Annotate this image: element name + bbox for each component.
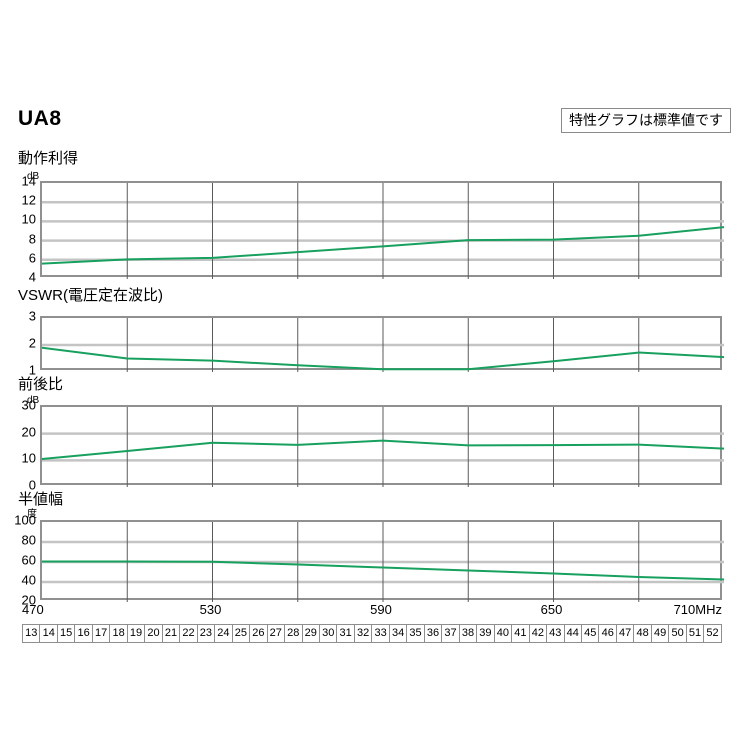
y-unit-label-half-power-beamwidth: 度: [27, 509, 37, 520]
y-tick-label: 0: [28, 477, 36, 493]
y-axis-tick-labels-front-to-back-ratio: 0 10 20 30: [6, 399, 36, 492]
y-tick-label: 100: [14, 512, 36, 528]
channel-cell: 36: [424, 625, 443, 642]
channel-cell: 33: [372, 625, 390, 642]
plot-area-vswr: [40, 316, 724, 372]
y-tick-label: 2: [28, 335, 36, 351]
channel-cell: 30: [319, 625, 338, 642]
data-series-line: [42, 560, 724, 581]
x-tick-label: 650: [540, 602, 563, 617]
channel-cell: 20: [145, 625, 163, 642]
y-tick-label: 30: [21, 397, 36, 413]
chart-caption-front-to-back-ratio: 前後比: [18, 376, 64, 393]
channel-cell: 43: [547, 625, 565, 642]
channel-number-strip: 13 14 15 16 17 18 19 20 21 22 23 24 25 26 27 28 29 30 31 32…: [22, 624, 722, 643]
channel-cell: 24: [215, 625, 233, 642]
channel-cell: 42: [529, 625, 548, 642]
plot-canvas-vswr: [42, 318, 724, 372]
channel-cell: 19: [127, 625, 146, 642]
channel-cell: 52: [704, 625, 721, 642]
y-tick-label: 10: [21, 211, 36, 227]
y-unit-label-operating-gain: dB: [27, 171, 40, 182]
y-tick-label: 4: [28, 269, 36, 285]
x-tick-label: 530: [199, 602, 222, 617]
channel-cell: 23: [197, 625, 216, 642]
data-series-line: [42, 226, 724, 265]
channel-cell: 44: [564, 625, 582, 642]
channel-cell: 15: [57, 625, 76, 642]
y-tick-label: 40: [21, 572, 36, 588]
channel-cell: 26: [250, 625, 268, 642]
channel-cell: 25: [232, 625, 251, 642]
y-tick-label: 20: [21, 424, 36, 440]
y-axis-tick-labels-operating-gain: 4 6 8 10 12 14: [6, 175, 36, 284]
plot-canvas-front-to-back-ratio: [42, 407, 724, 487]
x-tick-label: 470: [22, 602, 44, 617]
channel-cell: 35: [407, 625, 425, 642]
x-axis-tick-labels: 470 530 590 650 710MHz: [0, 603, 745, 621]
standard-value-note: 特性グラフは標準値です: [561, 108, 731, 134]
channel-cell: 29: [302, 625, 320, 642]
channel-cell: 47: [616, 625, 635, 642]
page-title: UA8: [18, 107, 62, 130]
channel-cell: 51: [686, 625, 705, 642]
channel-cell: 27: [267, 625, 286, 642]
plot-canvas-half-power-beamwidth: [42, 522, 724, 602]
plot-canvas-operating-gain: [42, 183, 724, 279]
y-tick-label: 20: [21, 592, 36, 608]
chart-caption-half-power-beamwidth: 半値幅: [18, 491, 64, 508]
channel-cell: 45: [582, 625, 600, 642]
channel-cell: 17: [92, 625, 111, 642]
y-tick-label: 80: [21, 532, 36, 548]
y-axis-tick-labels-half-power-beamwidth: 20 40 60 80 100: [6, 514, 36, 607]
channel-cell: 49: [651, 625, 670, 642]
chart-caption-vswr: VSWR(電圧定在波比): [18, 287, 163, 304]
channel-cell: 37: [442, 625, 460, 642]
channel-cell: 46: [599, 625, 617, 642]
plot-area-half-power-beamwidth: [40, 520, 724, 602]
x-tick-label: 590: [370, 602, 392, 617]
plot-area-front-to-back-ratio: [40, 405, 724, 487]
channel-cell: 48: [634, 625, 652, 642]
y-tick-label: 12: [21, 192, 36, 208]
chart-caption-operating-gain: 動作利得: [18, 150, 79, 167]
y-tick-label: 1: [28, 362, 36, 378]
y-unit-label-front-to-back-ratio: dB: [27, 395, 40, 406]
channel-cell: 28: [285, 625, 303, 642]
y-tick-label: 8: [28, 231, 36, 247]
channel-cell: 32: [354, 625, 373, 642]
plot-area-operating-gain: [40, 181, 724, 279]
data-series-line: [42, 346, 724, 371]
channel-cell: 39: [477, 625, 495, 642]
channel-cell: 16: [75, 625, 93, 642]
channel-cell: 38: [459, 625, 478, 642]
channel-cell: 13: [23, 625, 41, 642]
channel-cell: 21: [162, 625, 181, 642]
y-tick-label: 3: [28, 308, 36, 324]
y-axis-tick-labels-vswr: 1 2 3: [6, 310, 36, 377]
channel-cell: 14: [40, 625, 58, 642]
channel-cell: 22: [180, 625, 198, 642]
y-tick-label: 14: [21, 173, 36, 189]
y-tick-label: 6: [28, 250, 36, 266]
channel-cell: 40: [494, 625, 513, 642]
data-series-line: [42, 439, 724, 460]
channel-cell: 31: [337, 625, 355, 642]
channel-cell: 34: [389, 625, 408, 642]
y-tick-label: 60: [21, 552, 36, 568]
x-tick-label: 710MHz: [673, 602, 722, 617]
channel-cell: 50: [669, 625, 687, 642]
channel-cell: 18: [110, 625, 128, 642]
y-tick-label: 10: [21, 450, 36, 466]
channel-cell: 41: [512, 625, 530, 642]
